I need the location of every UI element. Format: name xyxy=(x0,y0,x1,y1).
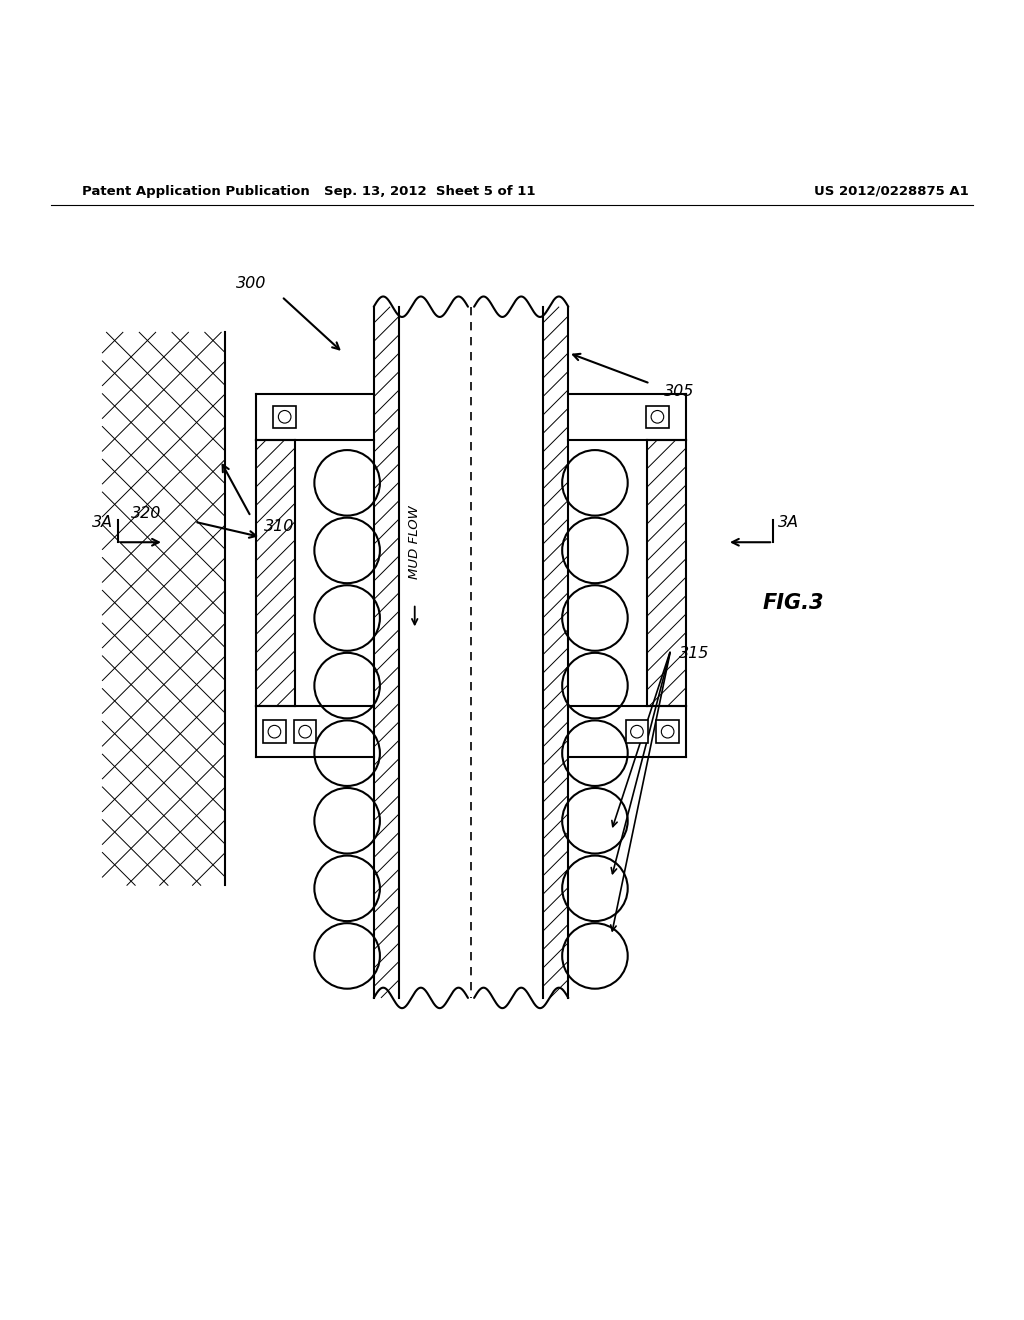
Text: 3A: 3A xyxy=(778,515,800,529)
Bar xyxy=(263,721,286,743)
Text: 310: 310 xyxy=(264,519,295,535)
Bar xyxy=(646,405,669,428)
Text: 3A: 3A xyxy=(91,515,113,529)
Text: MUD FLOW: MUD FLOW xyxy=(409,506,421,579)
Text: 305: 305 xyxy=(664,384,694,399)
Bar xyxy=(626,721,648,743)
Bar xyxy=(294,721,316,743)
Text: FIG.3: FIG.3 xyxy=(763,594,824,614)
Bar xyxy=(273,405,296,428)
Text: 320: 320 xyxy=(131,506,162,521)
Text: Patent Application Publication: Patent Application Publication xyxy=(82,185,309,198)
Bar xyxy=(656,721,679,743)
Text: 315: 315 xyxy=(679,647,710,661)
Text: Sep. 13, 2012  Sheet 5 of 11: Sep. 13, 2012 Sheet 5 of 11 xyxy=(325,185,536,198)
Text: US 2012/0228875 A1: US 2012/0228875 A1 xyxy=(813,185,969,198)
Text: 300: 300 xyxy=(236,276,266,290)
